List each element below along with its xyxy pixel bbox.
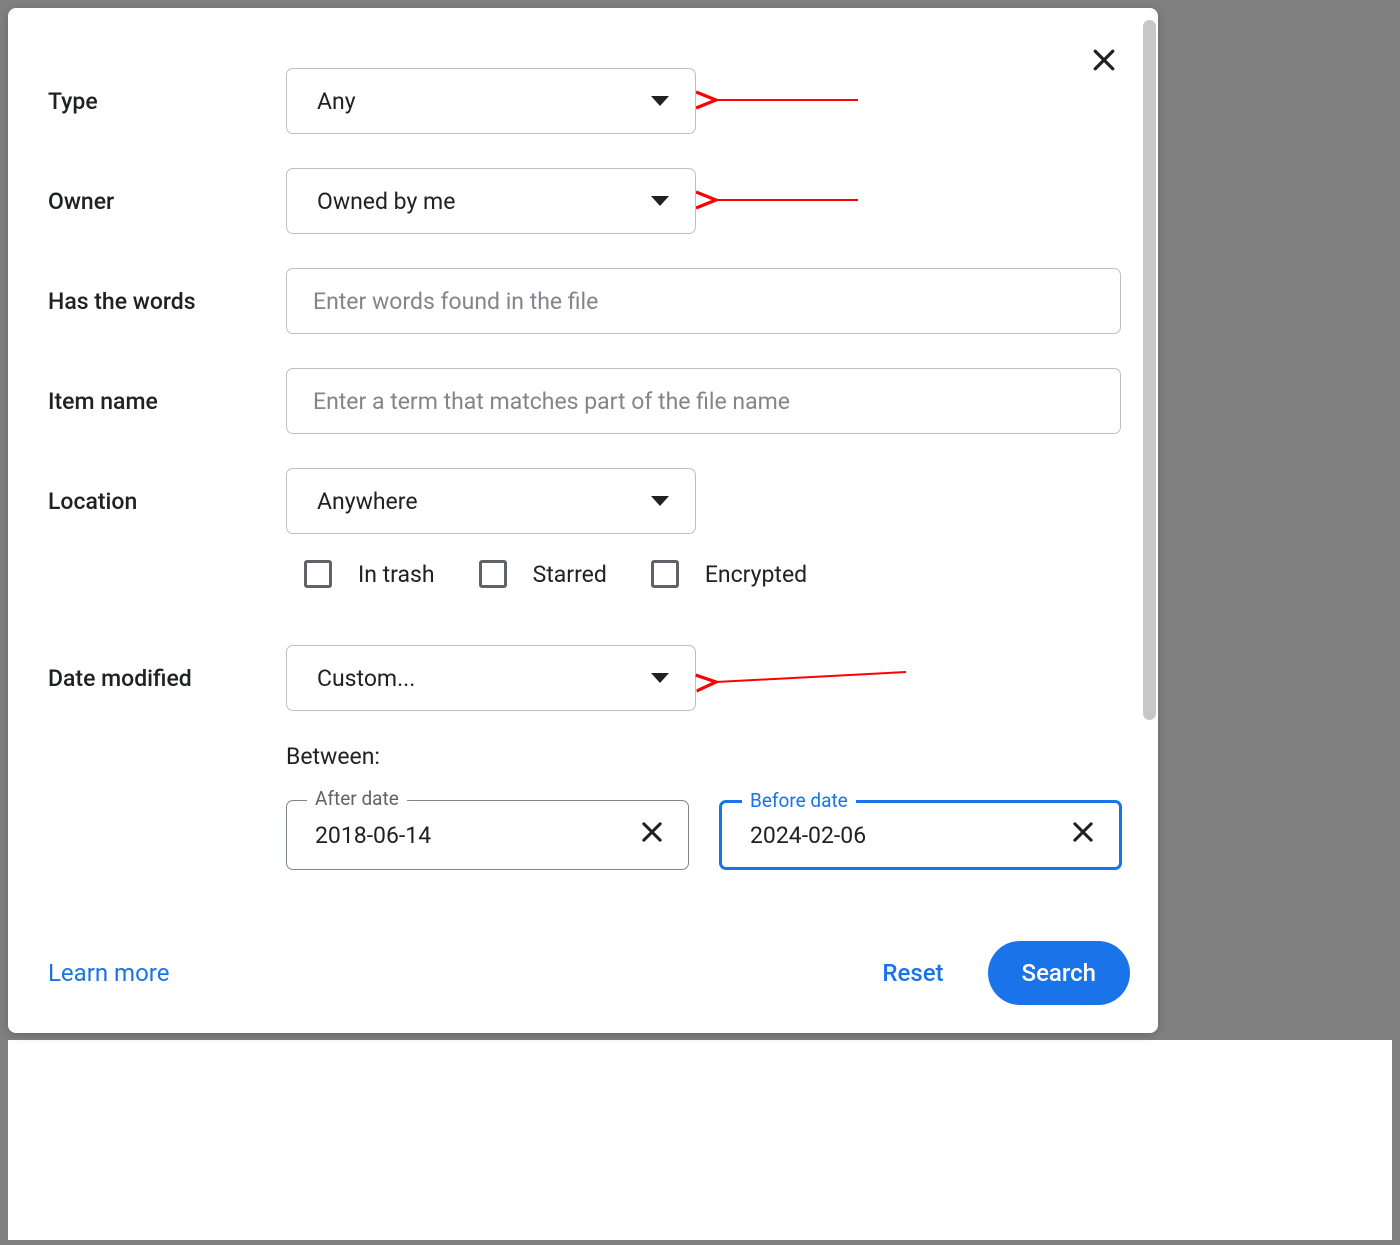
before-date-legend: Before date bbox=[742, 789, 856, 812]
item-name-label: Item name bbox=[48, 388, 286, 415]
before-date-clear-button[interactable] bbox=[1069, 818, 1097, 852]
has-words-input[interactable] bbox=[286, 268, 1121, 334]
after-date-field[interactable]: After date 2018-06-14 bbox=[286, 800, 689, 870]
reset-button[interactable]: Reset bbox=[874, 949, 951, 997]
encrypted-checkbox[interactable] bbox=[651, 560, 679, 588]
starred-checkbox[interactable] bbox=[479, 560, 507, 588]
advanced-search-dialog: Type Any Owner Owned by me Has the words… bbox=[8, 8, 1158, 1033]
chevron-down-icon bbox=[651, 196, 669, 206]
close-icon bbox=[638, 825, 666, 852]
type-select-value: Any bbox=[317, 88, 356, 115]
before-date-value: 2024-02-06 bbox=[750, 822, 866, 849]
dialog-scrollbar[interactable] bbox=[1143, 20, 1156, 720]
owner-select-value: Owned by me bbox=[317, 188, 455, 215]
owner-label: Owner bbox=[48, 188, 286, 215]
encrypted-label: Encrypted bbox=[705, 561, 807, 588]
before-date-field[interactable]: Before date 2024-02-06 bbox=[719, 800, 1122, 870]
location-select[interactable]: Anywhere bbox=[286, 468, 696, 534]
after-date-value: 2018-06-14 bbox=[315, 822, 431, 849]
owner-select[interactable]: Owned by me bbox=[286, 168, 696, 234]
after-date-clear-button[interactable] bbox=[638, 818, 666, 852]
has-words-label: Has the words bbox=[48, 288, 286, 315]
type-label: Type bbox=[48, 88, 286, 115]
search-button[interactable]: Search bbox=[988, 941, 1130, 1005]
close-icon bbox=[1069, 825, 1097, 852]
learn-more-link[interactable]: Learn more bbox=[48, 959, 169, 987]
between-label: Between: bbox=[286, 743, 380, 770]
page-whitespace bbox=[8, 1040, 1392, 1240]
location-select-value: Anywhere bbox=[317, 488, 418, 515]
date-modified-select-value: Custom... bbox=[317, 665, 415, 692]
date-modified-select[interactable]: Custom... bbox=[286, 645, 696, 711]
location-label: Location bbox=[48, 488, 286, 515]
chevron-down-icon bbox=[651, 673, 669, 683]
in-trash-checkbox[interactable] bbox=[304, 560, 332, 588]
in-trash-label: In trash bbox=[358, 561, 435, 588]
type-select[interactable]: Any bbox=[286, 68, 696, 134]
after-date-legend: After date bbox=[307, 787, 407, 810]
date-modified-label: Date modified bbox=[48, 665, 286, 692]
chevron-down-icon bbox=[651, 496, 669, 506]
chevron-down-icon bbox=[651, 96, 669, 106]
item-name-input[interactable] bbox=[286, 368, 1121, 434]
starred-label: Starred bbox=[533, 561, 607, 588]
